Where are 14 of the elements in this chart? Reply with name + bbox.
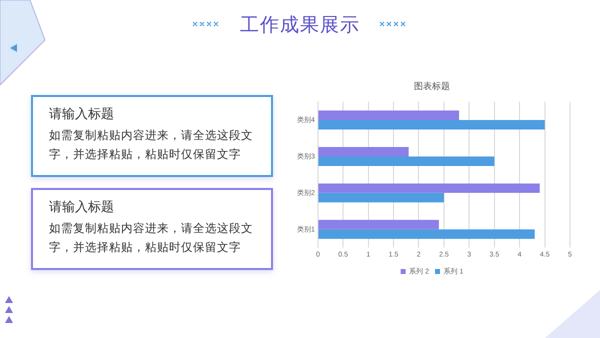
bar: [318, 183, 540, 193]
bar: [318, 147, 409, 156]
bar: [318, 229, 535, 239]
text: 请输入标题: [49, 199, 115, 216]
text: 请输入标题: [49, 106, 115, 123]
bar: [318, 120, 545, 130]
bar: [318, 220, 439, 230]
text: 如需复制粘贴内容进来，请全选这段文字，并选择粘贴，粘贴时仅保留文字: [49, 127, 254, 163]
bar: [318, 110, 460, 120]
text: 如需复制粘贴内容进来，请全选这段文字，并选择粘贴，粘贴时仅保留文字: [49, 220, 254, 256]
chart-title: 工作成果展示: [239, 13, 361, 38]
bar: [318, 192, 444, 202]
chart-subtitle: 图表标题: [414, 80, 450, 91]
bar: [318, 156, 494, 166]
